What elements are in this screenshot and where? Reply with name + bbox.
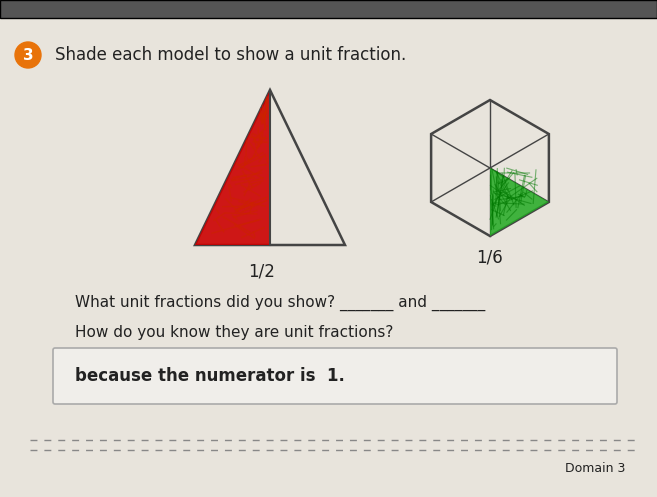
Text: What unit fractions did you show? _______ and _______: What unit fractions did you show? ______… [75, 295, 486, 311]
Text: How do you know they are unit fractions?: How do you know they are unit fractions? [75, 325, 394, 340]
Text: Shade each model to show a unit fraction.: Shade each model to show a unit fraction… [55, 46, 406, 64]
FancyBboxPatch shape [53, 348, 617, 404]
Text: 1/2: 1/2 [248, 262, 275, 280]
Polygon shape [490, 168, 549, 236]
FancyBboxPatch shape [0, 0, 657, 18]
Circle shape [15, 42, 41, 68]
Text: 1/6: 1/6 [476, 248, 503, 266]
Polygon shape [195, 90, 270, 245]
Text: Domain 3: Domain 3 [564, 462, 625, 475]
Text: 3: 3 [23, 48, 34, 63]
Text: because the numerator is  1.: because the numerator is 1. [75, 367, 345, 385]
